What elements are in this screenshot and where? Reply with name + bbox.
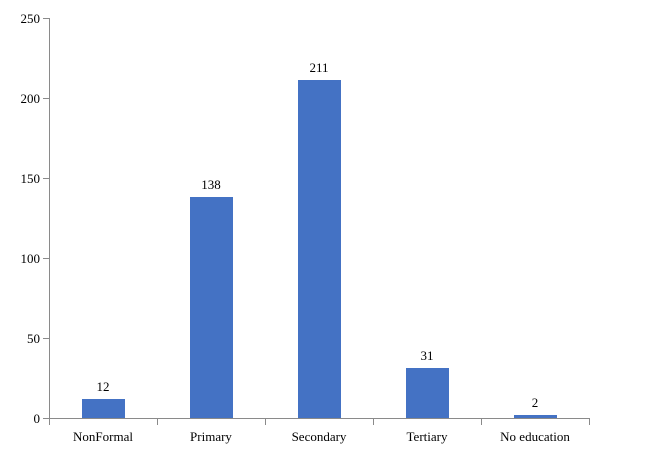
x-axis-line — [49, 418, 590, 419]
x-axis-tick — [265, 419, 266, 425]
bar-value-label: 211 — [309, 60, 329, 76]
y-axis-tick-label: 150 — [20, 171, 41, 186]
y-axis-tick — [43, 338, 49, 339]
y-axis-tick — [43, 418, 49, 419]
bar-value-label: 31 — [420, 348, 434, 364]
x-axis-tick — [49, 419, 50, 425]
y-axis-tick-label: 200 — [20, 91, 41, 106]
x-axis-tick — [157, 419, 158, 425]
y-axis-tick — [43, 18, 49, 19]
bar-value-label: 2 — [531, 394, 539, 410]
bar — [189, 197, 233, 418]
x-axis-tick — [589, 419, 590, 425]
x-axis-category-label: Primary — [190, 429, 232, 444]
x-axis-category-label: Secondary — [291, 429, 347, 444]
y-axis-tick-label: 100 — [20, 251, 41, 266]
bar — [405, 368, 449, 418]
x-axis-category-label: NonFormal — [73, 429, 133, 444]
y-axis-tick-label: 0 — [33, 411, 41, 426]
x-axis-category-label: No education — [500, 429, 570, 444]
bar — [297, 80, 341, 418]
y-axis-tick-label: 50 — [27, 331, 40, 346]
bar — [513, 414, 557, 418]
x-axis-tick — [481, 419, 482, 425]
y-axis-tick-label: 250 — [20, 11, 41, 26]
y-axis-tick — [43, 98, 49, 99]
x-axis-category-label: Tertiary — [406, 429, 448, 444]
y-axis-tick — [43, 258, 49, 259]
x-axis-tick — [373, 419, 374, 425]
bar-value-label: 12 — [96, 378, 110, 394]
y-axis-line — [49, 18, 50, 419]
bar — [81, 398, 125, 418]
y-axis-tick — [43, 178, 49, 179]
bar-value-label: 138 — [201, 177, 221, 193]
